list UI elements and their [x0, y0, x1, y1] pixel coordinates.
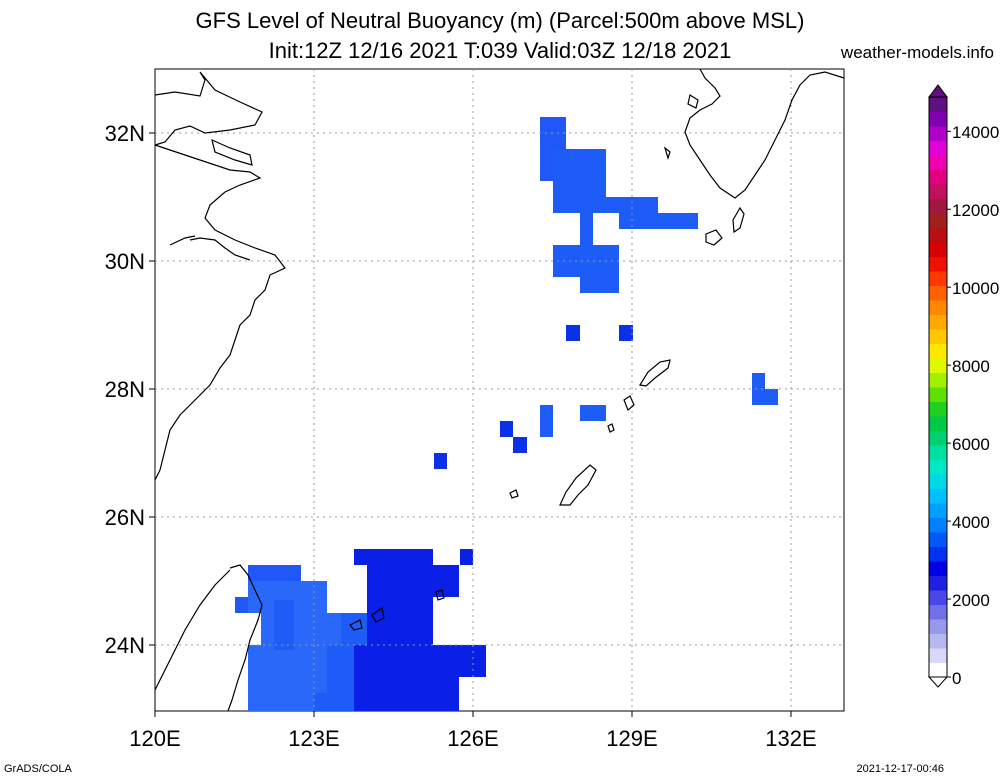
colorbar-swatch [929, 97, 947, 112]
colorbar-swatch [929, 474, 947, 489]
lon-labels: 120E 123E 126E 129E 132E [129, 726, 816, 751]
colorbar-swatch [929, 619, 947, 634]
colorbar-swatch [929, 401, 947, 417]
colorbar-labels: 0 2000 4000 6000 8000 10000 12000 14000 [952, 123, 999, 688]
colorbar-swatch [929, 459, 947, 475]
colorbar-swatch [929, 256, 947, 272]
colorbar-swatch [929, 648, 947, 663]
colorbar-swatch [929, 372, 947, 388]
coastlines [154, 68, 845, 712]
lon-label-123e: 123E [288, 726, 339, 751]
colorbar-swatch [929, 314, 947, 330]
colorbar-swatch [929, 503, 947, 518]
cb-label-14000: 14000 [952, 123, 999, 142]
lat-label-30n: 30N [105, 249, 145, 274]
lat-label-24n: 24N [105, 633, 145, 658]
colorbar-swatch [929, 329, 947, 344]
cb-label-12000: 12000 [952, 201, 999, 220]
lat-labels: 32N 30N 28N 26N 24N [105, 121, 145, 658]
lat-label-32n: 32N [105, 121, 145, 146]
colorbar-top-arrow [928, 84, 948, 98]
colorbar-swatch [929, 590, 947, 605]
cb-label-2000: 2000 [952, 591, 990, 610]
colorbar-bottom-arrow [927, 676, 949, 688]
colorbar-swatch [929, 430, 947, 446]
cb-label-0: 0 [952, 669, 961, 688]
colorbar-swatch [929, 604, 947, 620]
axis-ticks [149, 132, 792, 717]
colorbar-swatch [929, 343, 947, 359]
cb-label-6000: 6000 [952, 435, 990, 454]
colorbar-swatch [929, 140, 947, 156]
colorbar-swatch [929, 575, 947, 591]
map-title-line2: Init:12Z 12/16 2021 T:039 Valid:03Z 12/1… [268, 38, 732, 63]
colorbar-swatch [929, 387, 947, 402]
colorbar-swatch [929, 184, 947, 199]
colorbar-swatch [929, 662, 947, 678]
buoyancy-shading [235, 117, 778, 711]
colorbar-swatch [929, 445, 947, 460]
site-credit: weather-models.info [840, 43, 994, 62]
lat-label-26n: 26N [105, 505, 145, 530]
colorbar-swatch [929, 271, 947, 286]
colorbar-swatch [929, 213, 947, 228]
lat-label-28n: 28N [105, 377, 145, 402]
colorbar-swatch [929, 416, 947, 431]
colorbar-swatch [929, 561, 947, 576]
cb-label-10000: 10000 [952, 279, 999, 298]
lon-label-126e: 126E [447, 726, 498, 751]
colorbar-swatch [929, 198, 947, 214]
colorbar-swatch [929, 532, 947, 547]
colorbar-swatch [929, 126, 947, 141]
lon-label-132e: 132E [765, 726, 816, 751]
colorbar-swatch [929, 300, 947, 315]
lon-label-129e: 129E [606, 726, 657, 751]
colorbar-swatch [929, 517, 947, 533]
colorbar-swatch [929, 242, 947, 257]
cb-label-4000: 4000 [952, 513, 990, 532]
footer-grads: GrADS/COLA [4, 763, 72, 775]
colorbar-swatch [929, 169, 947, 185]
plot-frame [154, 68, 845, 712]
colorbar-swatch [929, 285, 947, 301]
lon-label-120e: 120E [129, 726, 180, 751]
colorbar-swatch [929, 488, 947, 504]
colorbar [927, 84, 951, 688]
graticule [155, 69, 844, 711]
colorbar-swatch [929, 111, 947, 127]
map-title-line1: GFS Level of Neutral Buoyancy (m) (Parce… [195, 8, 805, 33]
colorbar-swatch [929, 546, 947, 562]
colorbar-swatch [929, 358, 947, 373]
cb-label-8000: 8000 [952, 357, 990, 376]
colorbar-swatch [929, 633, 947, 649]
colorbar-swatch [929, 227, 947, 243]
footer-timestamp: 2021-12-17-00:46 [856, 763, 944, 775]
colorbar-swatch [929, 155, 947, 170]
